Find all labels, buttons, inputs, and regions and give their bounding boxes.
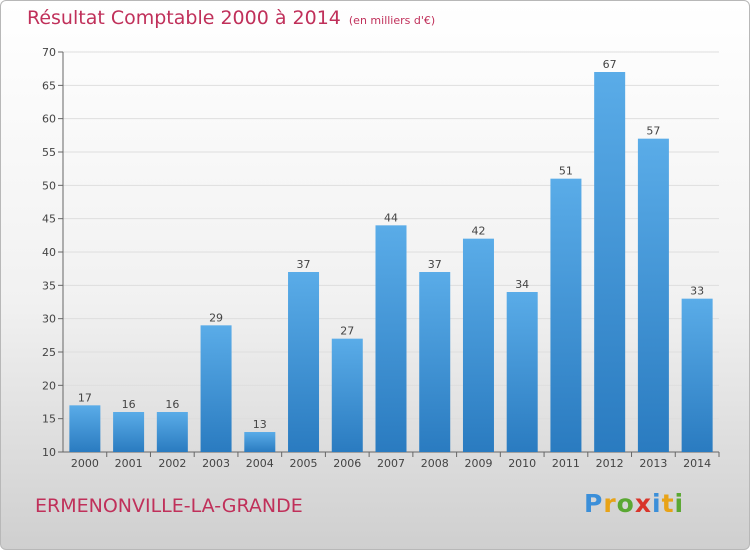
proxiti-logo: Proxiti (584, 489, 684, 518)
x-tick-label: 2012 (596, 457, 624, 470)
x-tick-label: 2013 (639, 457, 667, 470)
bar-value-label: 16 (165, 398, 179, 411)
y-tick-label: 35 (42, 279, 56, 292)
bar-2012 (594, 72, 626, 452)
y-tick-label: 45 (42, 213, 56, 226)
y-tick-label: 40 (42, 246, 56, 259)
y-tick-label: 30 (42, 313, 56, 326)
bar-2001 (113, 412, 145, 452)
bar-value-label: 33 (690, 285, 704, 298)
bar-value-label: 44 (384, 211, 398, 224)
x-tick-label: 2001 (115, 457, 143, 470)
bar-value-label: 34 (515, 278, 529, 291)
logo-letter: i (652, 489, 662, 518)
bar-2014 (681, 298, 713, 452)
bar-2003 (200, 325, 232, 452)
y-tick-label: 10 (42, 446, 56, 459)
commune-name: ERMENONVILLE-LA-GRANDE (35, 495, 303, 517)
x-tick-labels: 2000 2001 2002 2003 2004 2005 2006 2007 2008 2009… (71, 457, 711, 470)
bar-value-label: 42 (471, 225, 485, 238)
bar-2010 (506, 292, 538, 452)
bar-2005 (288, 272, 320, 452)
logo-letter: o (616, 489, 635, 518)
bar-value-label: 29 (209, 311, 223, 324)
logo-letter: i (674, 489, 685, 518)
chart-title: Résultat Comptable 2000 à 2014 (en millie… (27, 7, 435, 29)
y-tick-label: 60 (42, 113, 56, 126)
bar-2006 (331, 338, 363, 452)
bar-2002 (156, 412, 188, 452)
y-tick-label: 25 (42, 346, 56, 359)
bar-2004 (244, 432, 276, 452)
y-tick-labels: 10 15 20 25 30 35 40 45 50 55 60 65 70 (42, 46, 56, 459)
chart-unit: (en milliers d'€) (348, 14, 436, 27)
x-tick-label: 2007 (377, 457, 405, 470)
value-labels: 17 16 16 29 13 37 27 44 37 42 34 51 67 57 33 (78, 58, 704, 431)
y-tick-label: 55 (42, 146, 56, 159)
logo-letter: P (584, 489, 604, 518)
logo-letter: t (661, 489, 675, 518)
bar-value-label: 17 (78, 391, 92, 404)
x-tick-label: 2009 (464, 457, 492, 470)
bar-value-label: 57 (646, 125, 660, 138)
x-tick-label: 2006 (333, 457, 361, 470)
bar-value-label: 51 (559, 165, 573, 178)
bar-2013 (637, 138, 669, 452)
bar-value-label: 37 (428, 258, 442, 271)
x-tick-label: 2004 (246, 457, 274, 470)
bar-2009 (462, 238, 494, 452)
bar-2008 (419, 272, 451, 452)
y-tick-label: 70 (42, 46, 56, 59)
y-tick-label: 65 (42, 79, 56, 92)
y-tick-label: 20 (42, 379, 56, 392)
x-tick-label: 2011 (552, 457, 580, 470)
x-tick-label: 2010 (508, 457, 536, 470)
x-tick-label: 2002 (158, 457, 186, 470)
bar-2011 (550, 178, 582, 452)
bar-2007 (375, 225, 407, 452)
x-tick-label: 2005 (290, 457, 318, 470)
bar-value-label: 27 (340, 325, 354, 338)
x-tick-label: 2014 (683, 457, 711, 470)
y-tick-label: 15 (42, 413, 56, 426)
bar-value-label: 37 (297, 258, 311, 271)
x-tick-label: 2008 (421, 457, 449, 470)
chart-title-text: Résultat Comptable 2000 à 2014 (27, 7, 341, 29)
y-tick-label: 50 (42, 179, 56, 192)
bar-value-label: 16 (122, 398, 136, 411)
bar-value-label: 13 (253, 418, 267, 431)
x-tick-label: 2003 (202, 457, 230, 470)
x-tick-label: 2000 (71, 457, 99, 470)
logo-letter: r (603, 489, 617, 518)
bar-2000 (69, 405, 101, 452)
bars (69, 72, 713, 452)
bar-value-label: 67 (603, 58, 617, 71)
logo-letter: x (634, 489, 652, 518)
